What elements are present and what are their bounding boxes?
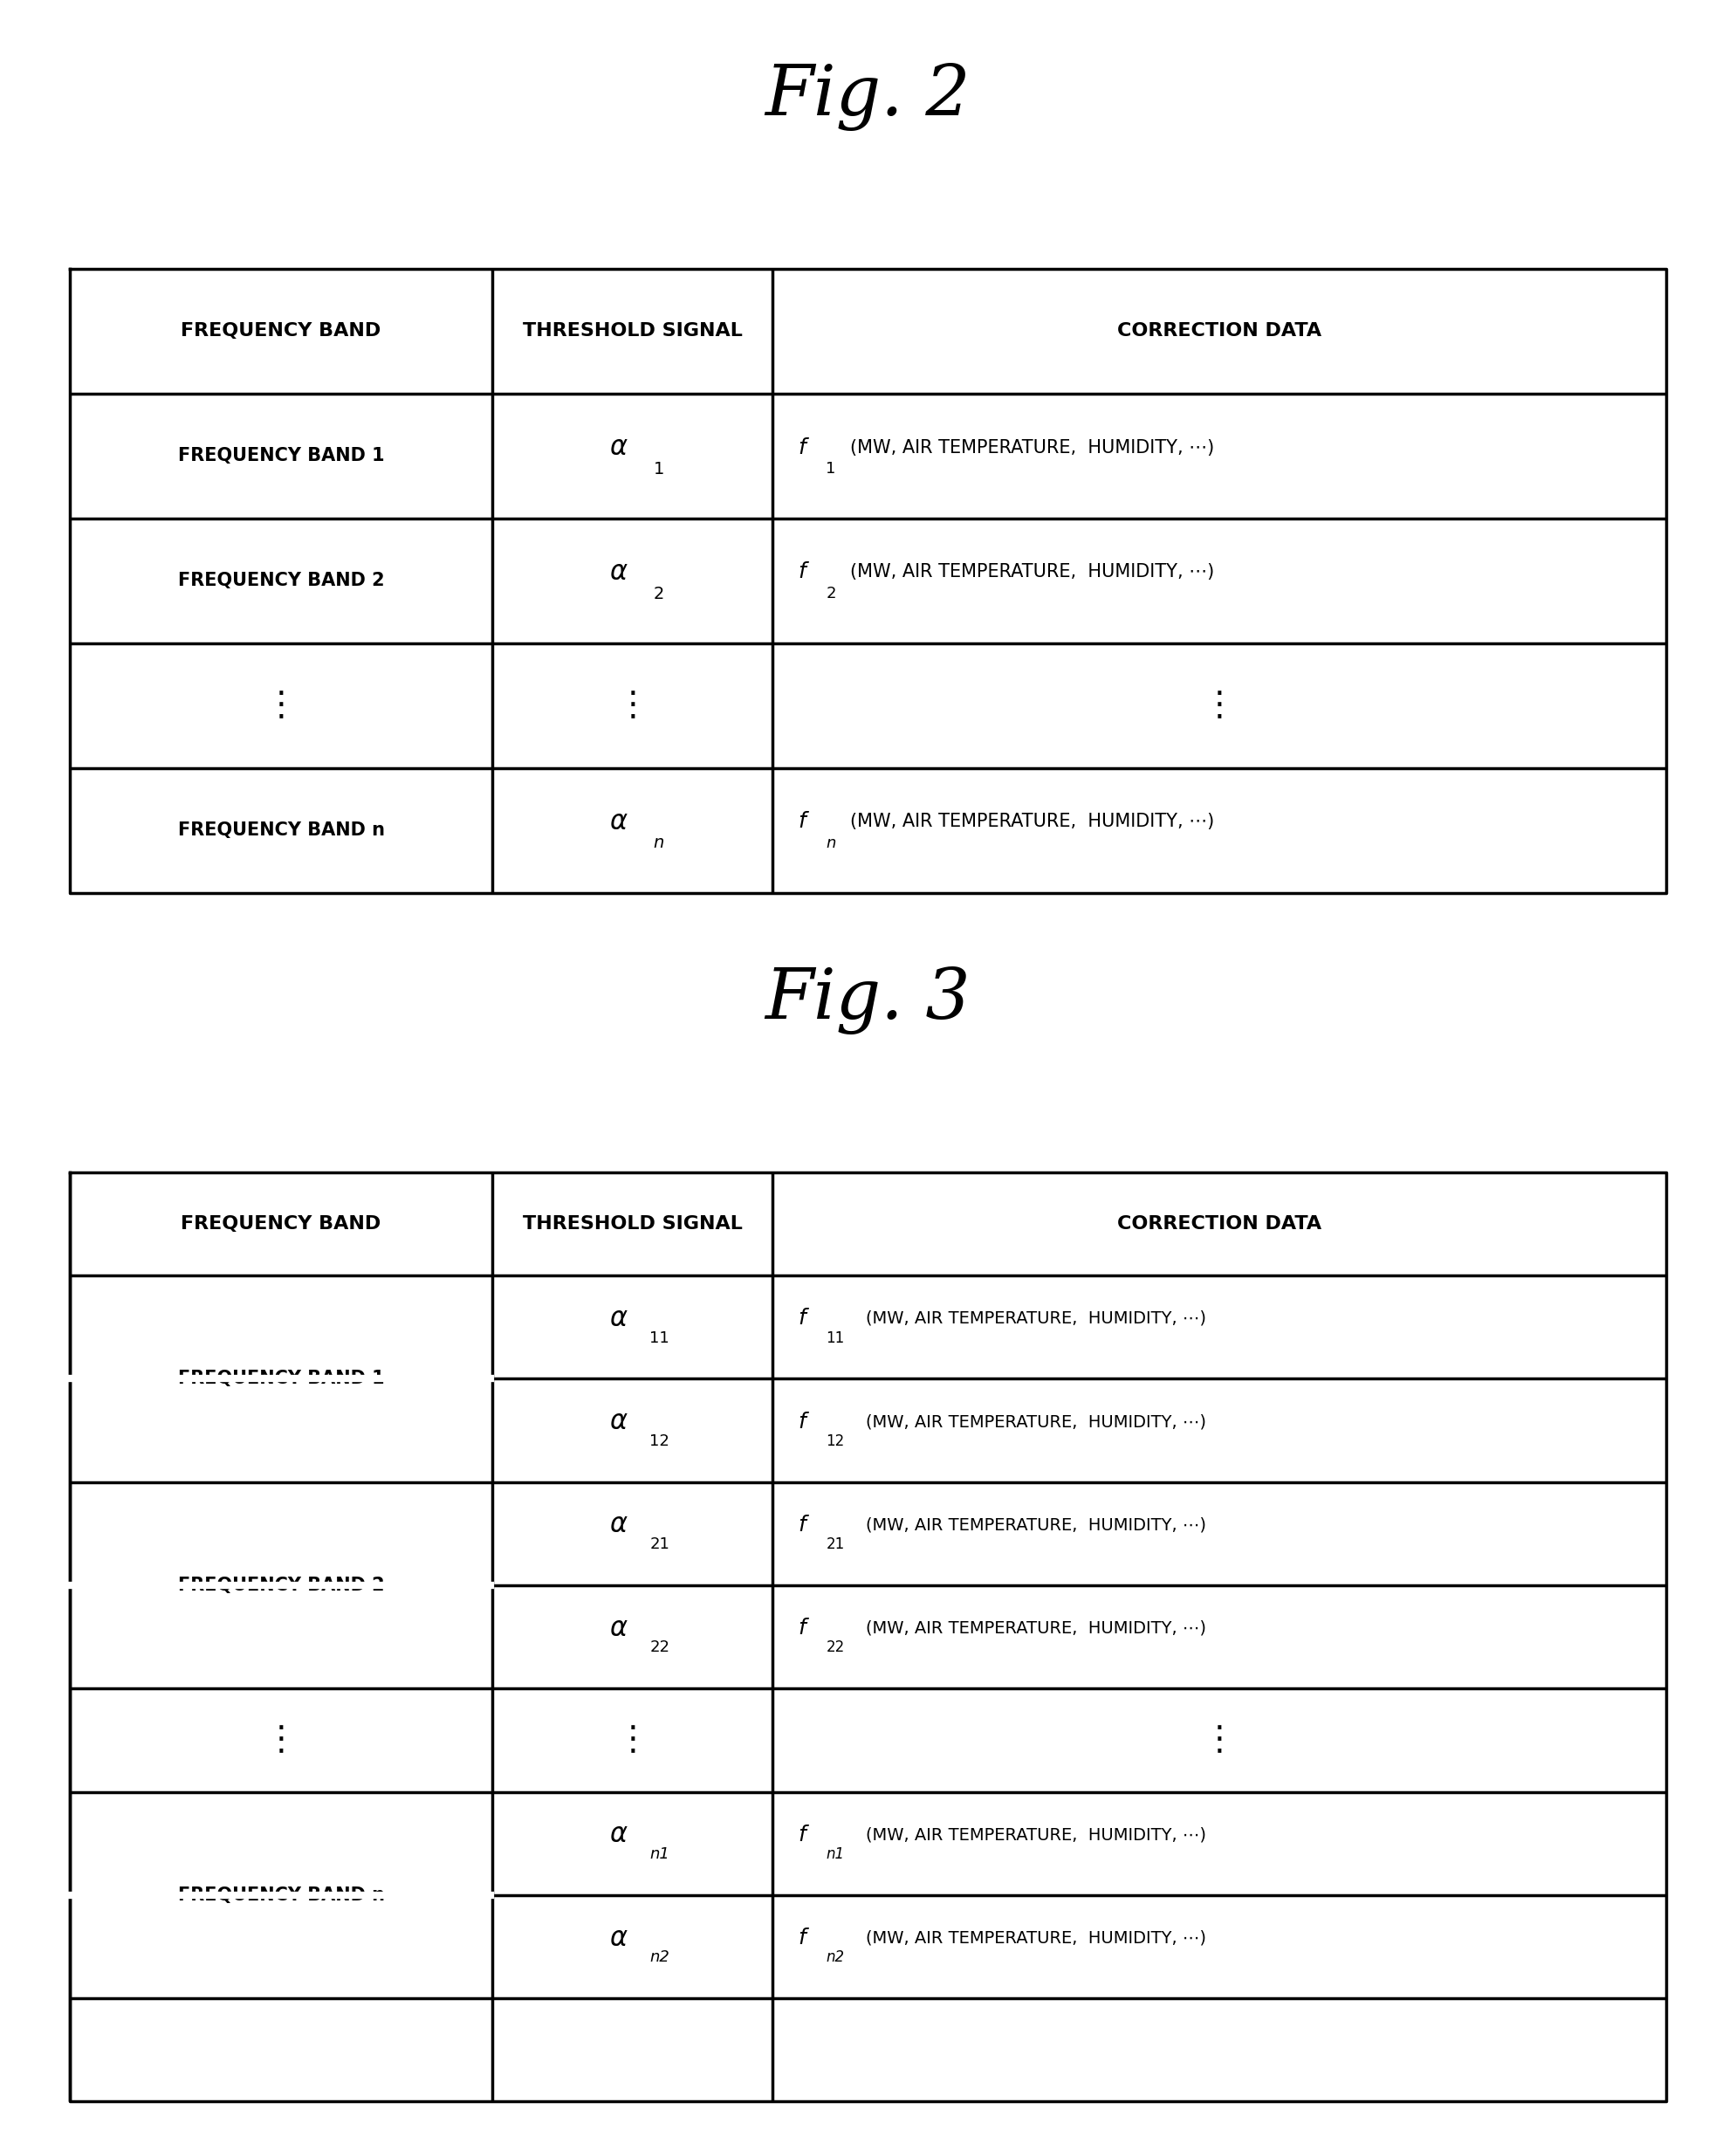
Text: CORRECTION DATA: CORRECTION DATA: [1118, 323, 1321, 340]
Text: ⋮: ⋮: [616, 688, 649, 723]
Text: $\alpha$: $\alpha$: [609, 1306, 628, 1331]
Text: $\alpha$: $\alpha$: [609, 1615, 628, 1641]
Text: 21: 21: [826, 1536, 844, 1553]
Text: $\alpha$: $\alpha$: [609, 1409, 628, 1435]
Text: THRESHOLD SIGNAL: THRESHOLD SIGNAL: [523, 323, 743, 340]
Text: n: n: [826, 835, 837, 852]
Text: Fig. 3: Fig. 3: [766, 966, 970, 1035]
Text: (MW, AIR TEMPERATURE,  HUMIDITY, ⋯): (MW, AIR TEMPERATURE, HUMIDITY, ⋯): [851, 564, 1215, 581]
Text: THRESHOLD SIGNAL: THRESHOLD SIGNAL: [523, 1215, 743, 1233]
Text: (MW, AIR TEMPERATURE,  HUMIDITY, ⋯): (MW, AIR TEMPERATURE, HUMIDITY, ⋯): [866, 1310, 1207, 1327]
Text: n2: n2: [649, 1949, 670, 1966]
Text: $\alpha$: $\alpha$: [609, 559, 628, 585]
Text: FREQUENCY BAND: FREQUENCY BAND: [181, 1215, 382, 1233]
Text: 11: 11: [826, 1329, 844, 1347]
Text: Fig. 2: Fig. 2: [766, 62, 970, 131]
Text: (MW, AIR TEMPERATURE,  HUMIDITY, ⋯): (MW, AIR TEMPERATURE, HUMIDITY, ⋯): [851, 813, 1215, 830]
Text: f: f: [799, 437, 806, 458]
Text: $\alpha$: $\alpha$: [609, 809, 628, 835]
Text: 22: 22: [649, 1639, 670, 1656]
Text: 2: 2: [826, 585, 837, 602]
Text: n1: n1: [826, 1846, 844, 1863]
Text: 11: 11: [649, 1329, 670, 1347]
Text: f: f: [799, 1618, 806, 1639]
Text: 22: 22: [826, 1639, 844, 1656]
Text: FREQUENCY BAND 1: FREQUENCY BAND 1: [177, 1370, 384, 1387]
Text: ⋮: ⋮: [264, 1723, 299, 1757]
Text: f: f: [799, 1514, 806, 1536]
Text: (MW, AIR TEMPERATURE,  HUMIDITY, ⋯): (MW, AIR TEMPERATURE, HUMIDITY, ⋯): [866, 1516, 1207, 1534]
Text: FREQUENCY BAND 2: FREQUENCY BAND 2: [177, 572, 384, 589]
Text: FREQUENCY BAND 1: FREQUENCY BAND 1: [177, 447, 384, 465]
Text: ⋮: ⋮: [1203, 1723, 1236, 1757]
Text: f: f: [799, 811, 806, 832]
Text: 21: 21: [649, 1536, 670, 1553]
Text: 12: 12: [649, 1433, 670, 1450]
Text: n2: n2: [826, 1949, 844, 1966]
Text: (MW, AIR TEMPERATURE,  HUMIDITY, ⋯): (MW, AIR TEMPERATURE, HUMIDITY, ⋯): [851, 439, 1215, 456]
Text: (MW, AIR TEMPERATURE,  HUMIDITY, ⋯): (MW, AIR TEMPERATURE, HUMIDITY, ⋯): [866, 1413, 1207, 1430]
Text: ⋮: ⋮: [1203, 688, 1236, 723]
Text: $\alpha$: $\alpha$: [609, 1925, 628, 1951]
Text: (MW, AIR TEMPERATURE,  HUMIDITY, ⋯): (MW, AIR TEMPERATURE, HUMIDITY, ⋯): [866, 1929, 1207, 1947]
Text: FREQUENCY BAND 2: FREQUENCY BAND 2: [177, 1577, 384, 1594]
Text: FREQUENCY BAND n: FREQUENCY BAND n: [177, 1886, 384, 1904]
Text: f: f: [799, 1927, 806, 1949]
Text: $\alpha$: $\alpha$: [609, 1822, 628, 1848]
Text: (MW, AIR TEMPERATURE,  HUMIDITY, ⋯): (MW, AIR TEMPERATURE, HUMIDITY, ⋯): [866, 1620, 1207, 1637]
Text: f: f: [799, 1308, 806, 1329]
Text: (MW, AIR TEMPERATURE,  HUMIDITY, ⋯): (MW, AIR TEMPERATURE, HUMIDITY, ⋯): [866, 1826, 1207, 1843]
Text: n: n: [653, 835, 665, 852]
Text: FREQUENCY BAND: FREQUENCY BAND: [181, 323, 382, 340]
Text: ⋮: ⋮: [264, 688, 299, 723]
Text: 2: 2: [653, 585, 665, 602]
Text: f: f: [799, 1411, 806, 1433]
Text: CORRECTION DATA: CORRECTION DATA: [1118, 1215, 1321, 1233]
Text: 1: 1: [826, 460, 837, 478]
Text: 1: 1: [653, 460, 665, 478]
Text: $\alpha$: $\alpha$: [609, 435, 628, 460]
Text: ⋮: ⋮: [616, 1723, 649, 1757]
Text: n1: n1: [649, 1846, 670, 1863]
Text: $\alpha$: $\alpha$: [609, 1512, 628, 1538]
Text: 12: 12: [826, 1433, 844, 1450]
Text: f: f: [799, 1824, 806, 1846]
Text: FREQUENCY BAND n: FREQUENCY BAND n: [177, 822, 384, 839]
Text: f: f: [799, 561, 806, 583]
